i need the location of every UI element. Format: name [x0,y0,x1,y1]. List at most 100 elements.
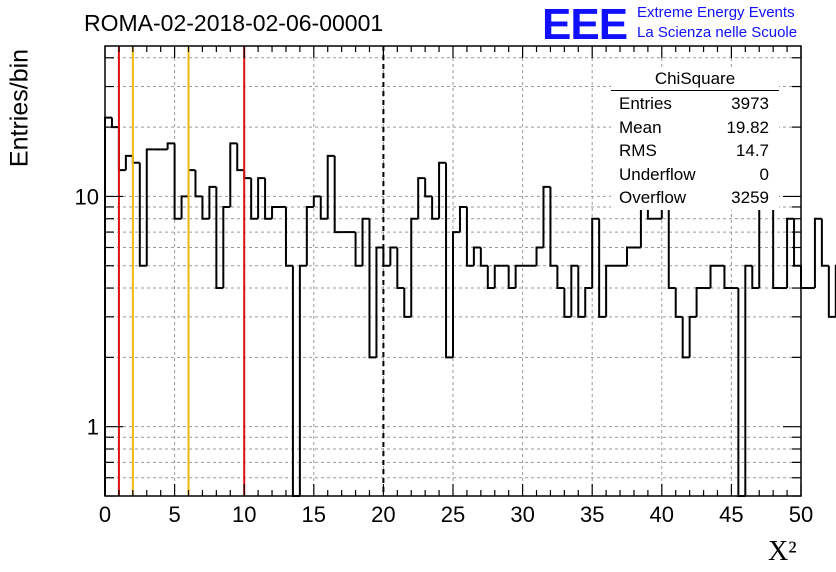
histogram-bin [257,177,266,219]
x-tick-label: 40 [650,502,674,527]
histogram-bin [584,287,593,317]
stats-row-overflow: Overflow 3259 [611,186,779,210]
x-tick-label: 35 [580,502,604,527]
histogram-bin [264,178,273,220]
histogram-bin [598,218,607,318]
histogram-bin [570,264,579,317]
stats-title: ChiSquare [611,68,779,91]
histogram-bin [646,206,655,220]
stats-row-underflow: Underflow 0 [611,163,779,187]
histogram-bin [194,170,203,198]
stats-label: Underflow [619,164,696,184]
histogram-bin [786,217,795,289]
histogram-bin [667,186,676,290]
histogram-bin [305,205,314,266]
histogram-bin [737,288,746,497]
histogram-bin [445,162,453,359]
histogram-bin [382,247,391,267]
histogram-bin [431,196,440,220]
histogram-bin [744,264,753,496]
histogram-bin [354,232,363,267]
stats-label: Mean [619,117,662,137]
x-tick-label: 5 [168,502,180,527]
histogram-bin [166,142,175,150]
histogram-bin [104,116,112,496]
axis-ticks: 0 5 10 15 20 25 30 35 40 45 50 1 10 [75,46,813,527]
histogram-bin [208,185,217,219]
histogram-bin [110,117,119,129]
histogram-bin [403,288,412,318]
histogram-bin [215,186,224,290]
logo-line-2: La Scienza nelle Scuole [637,24,798,41]
histogram-bin [424,178,433,198]
histogram-bin [131,155,140,164]
logo-line-1: Extreme Energy Events [637,4,795,21]
stats-label: Entries [619,94,672,113]
histogram-bin [361,217,370,266]
histogram-bin [486,265,495,290]
histogram-bin [681,316,690,359]
histogram-bin [751,265,760,290]
stats-row-mean: Mean 19.82 [611,116,779,140]
page-title: ROMA-02-2018-02-06-00001 [84,10,384,36]
histogram-bin [479,247,488,267]
x-tick-label: 25 [441,502,465,527]
stats-row-entries: Entries 3973 [611,92,779,116]
histogram-bin [465,206,474,267]
histogram-bin [549,186,558,267]
histogram-bin [410,217,419,317]
histogram-bin [417,177,426,219]
x-axis-label: X² [768,536,797,567]
x-tick-label: 10 [232,502,256,527]
histogram-bin [229,142,238,207]
histogram-bin [180,195,189,219]
histogram-bin [333,155,342,234]
x-tick-label: 0 [99,502,111,527]
histogram-bin [772,206,781,290]
histogram-bin [271,205,279,219]
x-tick-label: 30 [510,502,534,527]
histogram-bin [117,127,126,172]
histogram-bin [556,265,565,290]
histogram-bin [319,196,328,220]
histogram-bin [535,246,544,266]
histogram-bin [438,161,447,219]
histogram-bin [626,246,634,266]
stats-value: 0 [759,164,769,184]
histogram-bin [493,264,502,289]
threshold-lines [117,46,385,496]
histogram-bin [173,143,182,220]
histogram-bin [674,288,683,318]
x-tick-label: 45 [719,502,743,527]
histogram-bin [605,264,614,317]
y-tick-label: 10 [75,184,99,209]
stats-value: 19.82 [726,117,769,137]
y-tick-label: 1 [87,415,99,440]
histogram-bin [639,205,648,248]
stats-label: Overflow [619,188,687,207]
x-tick-label: 15 [302,502,326,527]
histogram-bin [591,217,600,289]
histogram-bin [291,265,300,497]
stats-value: 14.7 [735,141,769,160]
histogram-bin [793,218,801,267]
histogram-bin [201,196,210,220]
histogram-bin [458,205,467,233]
histogram-bin [688,315,697,358]
histogram-bin [284,206,293,267]
stats-row-rms: RMS 14.7 [611,139,779,163]
histogram-bin [695,287,704,317]
stats-value: 3973 [731,94,769,113]
stats-box: ChiSquare Entries 3973 Mean 19.82 RMS 14… [611,68,779,210]
stats-label: RMS [619,141,657,160]
histogram-bin [820,218,829,267]
histogram-bars [104,116,836,497]
histogram-bin [368,218,377,359]
histogram-bin [800,265,808,290]
histogram-bin [452,231,460,358]
y-axis-label: Entries/bin [5,48,34,168]
histogram-bin [472,246,481,266]
histogram-bin [813,217,822,289]
histogram-bin [827,265,836,318]
